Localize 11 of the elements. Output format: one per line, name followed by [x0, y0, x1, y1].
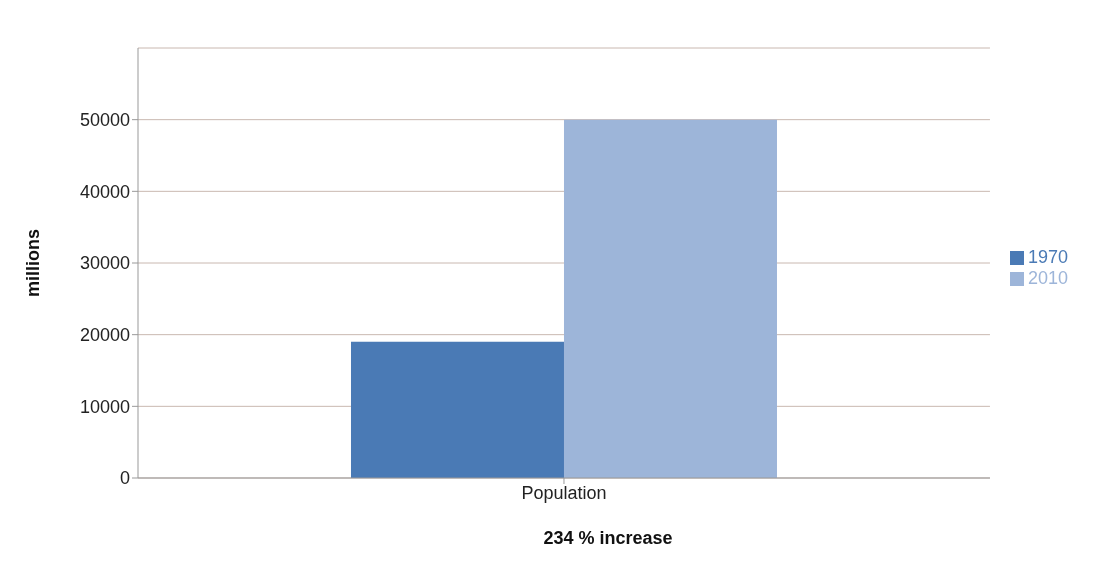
legend-label: 1970 — [1027, 247, 1068, 267]
y-tick-label: 10000 — [79, 396, 130, 417]
y-tick-label: 20000 — [79, 325, 130, 346]
x-tick-label: Population — [521, 482, 607, 503]
legend-label: 2010 — [1027, 268, 1068, 288]
y-tick-label: 30000 — [79, 253, 130, 274]
y-tick-label: 0 — [119, 468, 130, 489]
y-tick-label: 40000 — [79, 181, 130, 202]
y-tick-label: 50000 — [79, 110, 130, 131]
text: 234 % increase — [542, 528, 674, 549]
y-axis-title: millions — [23, 228, 44, 298]
